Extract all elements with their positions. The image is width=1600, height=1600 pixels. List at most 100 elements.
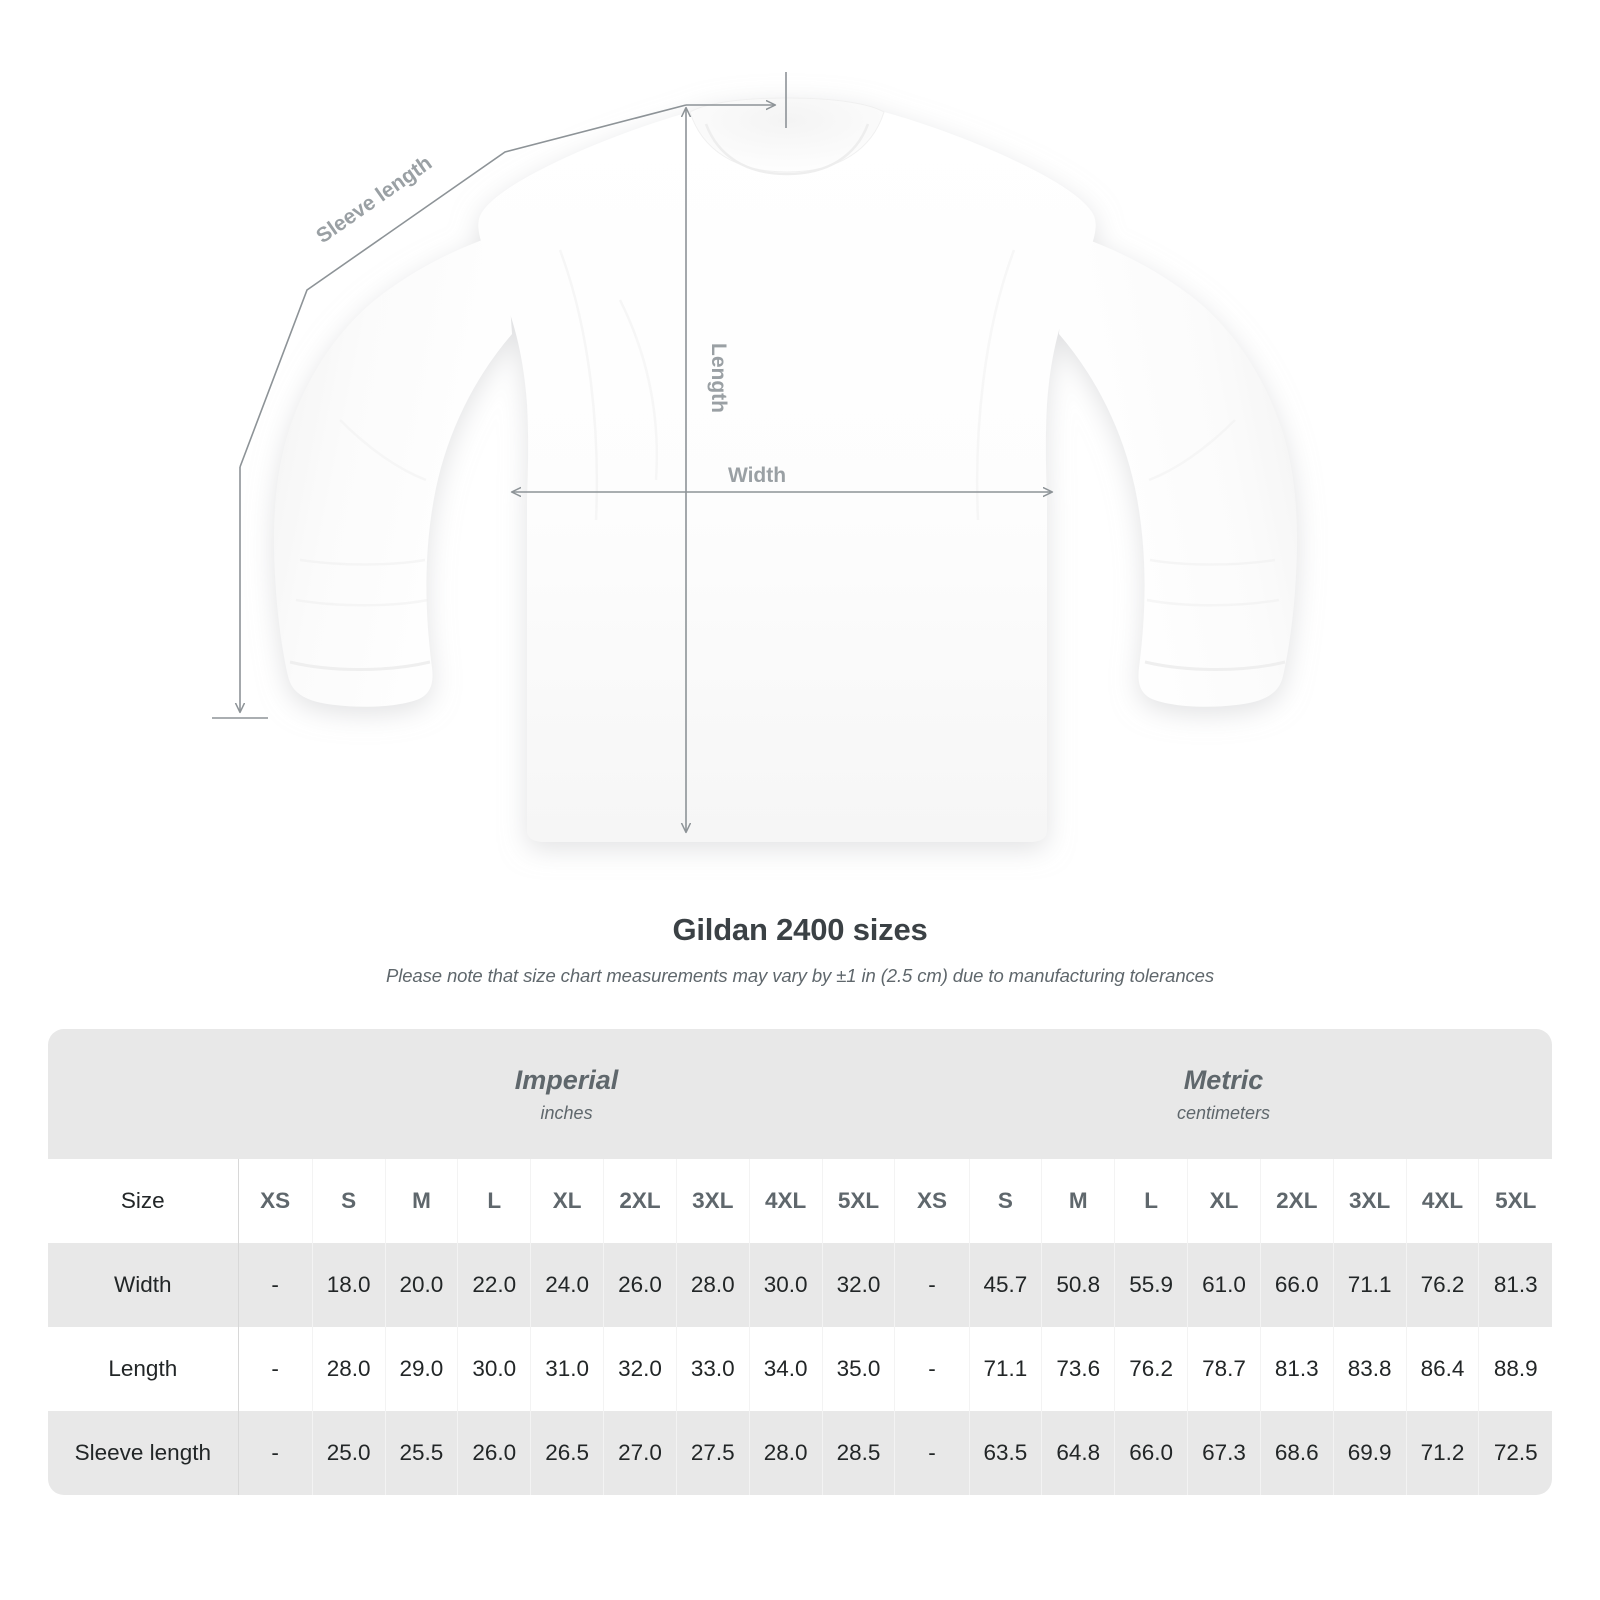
title-block: Gildan 2400 sizes Please note that size … [0,912,1600,987]
cell-imperial-length-4xl: 34.0 [749,1327,823,1411]
row-label-length: Length [48,1327,239,1411]
size-header-row: Size XS S M L XL 2XL 3XL 4XL 5XL XS S M L XL 2XL 3XL 4XL 5… [48,1159,1552,1243]
cell-metric-length-2xl: 81.3 [1260,1327,1334,1411]
size-header-metric-xs: XS [894,1159,970,1243]
cell-metric-width-s: 45.7 [969,1243,1043,1327]
cell-imperial-width-xs: - [238,1243,313,1327]
cell-metric-sleeve-length-m: 64.8 [1041,1411,1116,1495]
cell-imperial-width-5xl: 32.0 [822,1243,896,1327]
size-header-metric-5xl: 5XL [1478,1159,1552,1243]
size-header-imperial-3xl: 3XL [676,1159,750,1243]
size-header-imperial-2xl: 2XL [603,1159,677,1243]
cell-metric-sleeve-length-xs: - [894,1411,970,1495]
cell-imperial-sleeve-length-3xl: 27.5 [676,1411,750,1495]
tolerance-note: Please note that size chart measurements… [385,965,1214,986]
cell-metric-width-4xl: 76.2 [1406,1243,1480,1327]
cell-metric-sleeve-length-4xl: 71.2 [1406,1411,1480,1495]
cell-imperial-length-xl: 31.0 [530,1327,605,1411]
unit-header-metric: Metric centimeters [894,1029,1552,1159]
unit-header-imperial: Imperial inches [238,1029,895,1159]
size-header-metric-4xl: 4XL [1406,1159,1480,1243]
unit-name: Imperial [514,1064,619,1095]
size-header-metric-3xl: 3XL [1333,1159,1407,1243]
cell-imperial-sleeve-length-s: 25.0 [312,1411,386,1495]
fabric-folds [295,249,1280,607]
shirt-body-group [273,97,1298,842]
cell-imperial-length-s: 28.0 [312,1327,386,1411]
size-header-metric-2xl: 2XL [1260,1159,1334,1243]
unit-name: Metric [1183,1064,1264,1095]
unit-subtitle: inches [540,1103,593,1124]
cell-imperial-sleeve-length-4xl: 28.0 [749,1411,823,1495]
size-header-imperial-4xl: 4XL [749,1159,823,1243]
table-row: Width -18.0 20.0 22.0 24.0 26.0 28.0 30.0 32.0-4… [48,1243,1552,1327]
cell-metric-length-3xl: 83.8 [1333,1327,1407,1411]
sleeve-length-guide [212,72,787,719]
cell-metric-sleeve-length-l: 66.0 [1114,1411,1189,1495]
cell-metric-length-xl: 78.7 [1187,1327,1261,1411]
sleeve-cuffs [289,660,1286,671]
cell-metric-width-xs: - [894,1243,970,1327]
cell-metric-sleeve-length-5xl: 72.5 [1478,1411,1552,1495]
unit-subtitle: centimeters [1176,1103,1270,1124]
row-label-width: Width [48,1243,239,1327]
size-table-wrapper: Imperial inches Metric centimeters Size XS S M L… [48,1029,1552,1495]
cell-metric-length-5xl: 88.9 [1478,1327,1552,1411]
size-header-imperial-m: M [385,1159,459,1243]
table-row: Sleeve length -25.0 25.5 26.0 26.5 27.0 27.5 28… [48,1411,1552,1495]
cell-imperial-width-3xl: 28.0 [676,1243,750,1327]
unit-banner-row: Imperial inches Metric centimeters [48,1029,1552,1159]
cell-metric-width-l: 55.9 [1114,1243,1189,1327]
cell-metric-length-xs: - [894,1327,970,1411]
cell-imperial-sleeve-length-l: 26.0 [457,1411,532,1495]
unit-banner-spacer [48,1029,239,1159]
cell-imperial-width-xl: 24.0 [530,1243,605,1327]
cell-metric-sleeve-length-3xl: 69.9 [1333,1411,1407,1495]
cell-metric-length-l: 76.2 [1114,1327,1189,1411]
cell-imperial-length-l: 30.0 [457,1327,532,1411]
sleeve-diagonal [239,104,687,468]
size-header-imperial-xs: XS [238,1159,313,1243]
shirt-torso [478,112,1096,842]
sleeve-length-label: Sleeve length [312,151,436,247]
cell-imperial-sleeve-length-2xl: 27.0 [603,1411,677,1495]
cell-imperial-sleeve-length-xl: 26.5 [530,1411,605,1495]
size-header-imperial-xl: XL [530,1159,605,1243]
cell-imperial-length-2xl: 32.0 [603,1327,677,1411]
cell-metric-width-m: 50.8 [1041,1243,1116,1327]
cell-imperial-sleeve-length-xs: - [238,1411,313,1495]
garment-illustration: Sleeve length Length Width [212,72,1298,842]
row-label-sleeve-length: Sleeve length [48,1411,239,1495]
page-title: Gildan 2400 sizes [672,912,928,947]
collar-inner-line [704,123,870,176]
cell-metric-sleeve-length-2xl: 68.6 [1260,1411,1334,1495]
cell-metric-sleeve-length-s: 63.5 [969,1411,1043,1495]
cell-imperial-width-m: 20.0 [385,1243,459,1327]
size-header-metric-s: S [969,1159,1043,1243]
cell-imperial-length-5xl: 35.0 [822,1327,896,1411]
size-header-imperial-5xl: 5XL [822,1159,896,1243]
size-header-metric-xl: XL [1187,1159,1261,1243]
cell-imperial-length-xs: - [238,1327,313,1411]
cell-metric-width-5xl: 81.3 [1478,1243,1552,1327]
cell-imperial-sleeve-length-5xl: 28.5 [822,1411,896,1495]
size-header-label: Size [48,1159,239,1243]
size-header-metric-m: M [1041,1159,1116,1243]
size-header-imperial-l: L [457,1159,532,1243]
cell-metric-width-2xl: 66.0 [1260,1243,1334,1327]
cell-metric-length-m: 73.6 [1041,1327,1116,1411]
table-row: Length -28.0 29.0 30.0 31.0 32.0 33.0 34.0 35.0-… [48,1327,1552,1411]
cell-metric-sleeve-length-xl: 67.3 [1187,1411,1261,1495]
size-header-metric-l: L [1114,1159,1189,1243]
cell-imperial-width-l: 22.0 [457,1243,532,1327]
left-sleeve [273,232,512,707]
length-label: Length [707,343,730,413]
cell-metric-length-s: 71.1 [969,1327,1043,1411]
cell-imperial-sleeve-length-m: 25.5 [385,1411,459,1495]
cell-imperial-width-s: 18.0 [312,1243,386,1327]
measurement-guides [212,72,1052,832]
cell-imperial-width-2xl: 26.0 [603,1243,677,1327]
cell-imperial-width-4xl: 30.0 [749,1243,823,1327]
cell-metric-width-xl: 61.0 [1187,1243,1261,1327]
